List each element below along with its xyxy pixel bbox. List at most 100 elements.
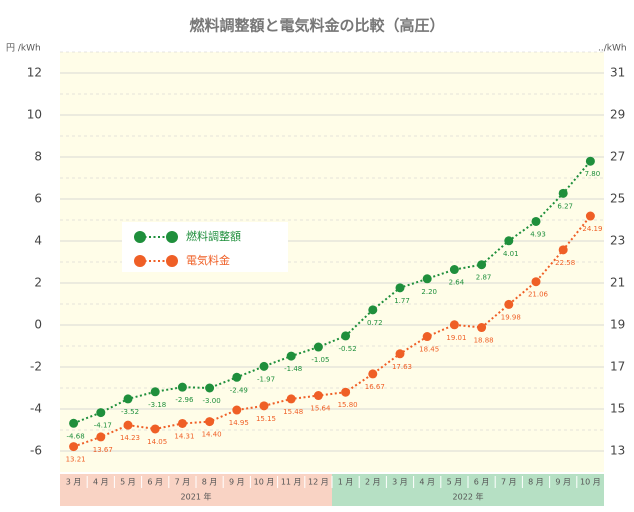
- data-point: [422, 274, 432, 284]
- x-tick-label: 5 月: [120, 478, 136, 487]
- data-point: [341, 331, 351, 341]
- y2-tick-label: 23: [610, 234, 625, 248]
- x-tick-label: 9 月: [555, 478, 571, 487]
- y2-tick-label: 15: [610, 402, 625, 416]
- x-tick-label: 6 月: [474, 478, 490, 487]
- x-tick-label: 3 月: [66, 478, 82, 487]
- data-label: 16.67: [365, 383, 385, 391]
- data-label: -4.17: [94, 422, 112, 430]
- x-tick-label: 2 月: [365, 478, 381, 487]
- data-label: -3.00: [203, 397, 221, 405]
- data-label: 18.88: [474, 337, 494, 345]
- y2-tick-label: 25: [610, 192, 625, 206]
- y-tick-label: 4: [34, 234, 42, 248]
- x-tick-label: 11 月: [281, 478, 302, 487]
- x-tick-label: 4 月: [419, 478, 435, 487]
- legend-marker: [134, 255, 146, 267]
- data-point: [286, 394, 296, 404]
- data-point: [477, 323, 487, 333]
- x-tick-label: 10 月: [254, 478, 275, 487]
- data-point: [69, 418, 79, 428]
- data-point: [531, 277, 541, 287]
- x-tick-label: 1 月: [338, 478, 354, 487]
- data-label: 15.48: [283, 408, 303, 416]
- data-point: [205, 383, 215, 393]
- y-tick-label: 0: [34, 318, 42, 332]
- data-point: [395, 349, 405, 359]
- data-label: 19.01: [446, 334, 466, 342]
- data-label: -1.48: [284, 365, 302, 373]
- legend-marker: [166, 255, 178, 267]
- data-point: [313, 391, 323, 401]
- x-tick-label: 3 月: [392, 478, 408, 487]
- y2-tick-label: 31: [610, 66, 625, 80]
- x-tick-label: 8 月: [528, 478, 544, 487]
- chart-title: 燃料調整額と電気料金の比較（高圧）: [189, 17, 444, 35]
- data-point: [96, 432, 106, 442]
- y-tick-label: -4: [30, 402, 42, 416]
- data-point: [504, 299, 514, 309]
- x-tick-label: 5 月: [447, 478, 463, 487]
- data-label: 7.80: [585, 170, 601, 178]
- data-label: 1.77: [394, 297, 410, 305]
- x-tick-label: 10 月: [580, 478, 601, 487]
- data-point: [177, 418, 187, 428]
- data-point: [531, 216, 541, 226]
- y-tick-label: -2: [30, 360, 42, 374]
- data-label: 2.20: [421, 288, 437, 296]
- data-label: 19.98: [501, 313, 521, 321]
- data-point: [558, 188, 568, 198]
- x-tick-label: 12 月: [308, 478, 329, 487]
- data-label: -3.52: [121, 408, 139, 416]
- y-tick-label: 6: [34, 192, 42, 206]
- y2-tick-label: 21: [610, 276, 625, 290]
- x-tick-label: 7 月: [501, 478, 517, 487]
- data-label: -1.05: [311, 356, 329, 364]
- data-point: [585, 156, 595, 166]
- data-label: 14.95: [229, 419, 249, 427]
- legend-marker: [166, 231, 178, 243]
- data-label: 21.06: [528, 291, 549, 299]
- data-point: [477, 260, 487, 270]
- data-label: 15.64: [310, 405, 331, 413]
- data-label: 14.05: [147, 438, 167, 446]
- data-label: 6.27: [557, 202, 573, 210]
- data-label: -4.68: [67, 432, 85, 440]
- data-point: [177, 382, 187, 392]
- legend-box: [122, 222, 288, 272]
- data-point: [150, 424, 160, 434]
- data-point: [313, 342, 323, 352]
- data-point: [286, 351, 296, 361]
- data-point: [368, 369, 378, 379]
- data-point: [259, 401, 269, 411]
- y-tick-label: 10: [27, 108, 42, 122]
- data-label: 17.63: [392, 363, 412, 371]
- data-label: 4.01: [503, 250, 519, 258]
- data-point: [449, 265, 459, 275]
- y2-tick-label: 17: [610, 360, 625, 374]
- data-label: -0.52: [339, 345, 357, 353]
- data-point: [395, 283, 405, 293]
- data-point: [232, 405, 242, 415]
- data-point: [205, 417, 215, 427]
- x-tick-label: 4 月: [93, 478, 109, 487]
- data-label: 15.80: [338, 401, 358, 409]
- data-label: 14.40: [202, 431, 222, 439]
- data-label: 4.93: [530, 230, 546, 238]
- y2-tick-label: 29: [610, 108, 625, 122]
- data-label: -2.49: [230, 386, 248, 394]
- data-label: 24.19: [582, 225, 602, 233]
- data-point: [69, 442, 79, 452]
- y2-tick-label: 19: [610, 318, 625, 332]
- legend-marker: [134, 231, 146, 243]
- data-point: [259, 361, 269, 371]
- y-axis-label: 円 /kWh: [6, 43, 41, 54]
- data-point: [150, 387, 160, 397]
- y2-axis-label: ../kWh: [598, 44, 627, 54]
- x-tick-label: 6 月: [147, 478, 163, 487]
- y2-tick-label: 27: [610, 150, 625, 164]
- data-label: 13.21: [66, 456, 86, 464]
- data-label: 22.58: [555, 259, 575, 267]
- data-label: 15.15: [256, 415, 276, 423]
